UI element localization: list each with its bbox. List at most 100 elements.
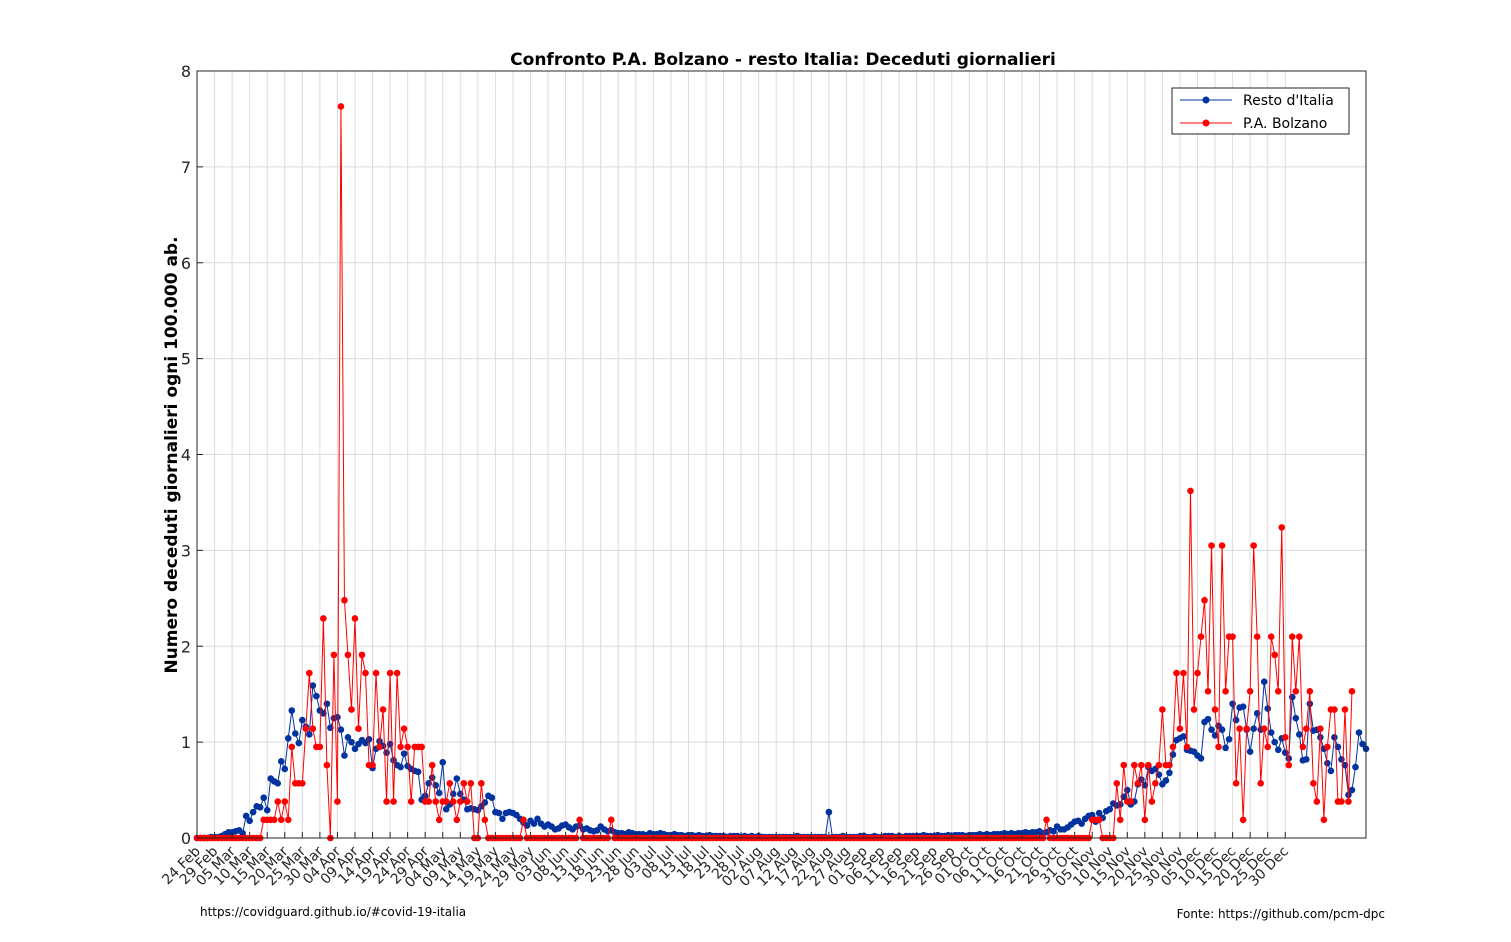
data-point — [1260, 725, 1268, 732]
data-point — [442, 798, 450, 805]
data-point — [456, 798, 464, 805]
data-point — [1145, 761, 1152, 769]
data-point — [1141, 816, 1149, 824]
data-point — [1271, 738, 1279, 746]
data-point — [464, 798, 471, 805]
data-point — [576, 816, 583, 824]
data-point — [499, 815, 506, 823]
legend[interactable]: Resto d'Italia P.A. Bolzano — [1171, 87, 1350, 135]
y-tick-label: 7 — [181, 158, 191, 177]
axes-box — [196, 70, 1367, 839]
data-point — [400, 725, 408, 732]
data-point — [330, 651, 338, 659]
data-point — [1236, 725, 1243, 732]
data-point — [1088, 811, 1096, 819]
data-point — [1324, 743, 1331, 751]
data-point — [453, 775, 461, 782]
data-point — [1215, 743, 1222, 751]
data-point — [1246, 748, 1254, 756]
data-point — [1197, 755, 1205, 762]
data-point — [488, 794, 496, 802]
data-point — [428, 774, 436, 781]
data-point — [348, 738, 355, 746]
data-point — [446, 780, 454, 787]
data-point — [1267, 633, 1275, 640]
data-point — [1260, 678, 1268, 686]
y-tick-label: 4 — [181, 446, 191, 465]
data-point — [1152, 780, 1159, 787]
data-point — [425, 798, 432, 805]
chart-title: Confronto P.A. Bolzano - resto Italia: D… — [510, 50, 1056, 70]
data-point — [379, 706, 387, 713]
data-point — [1162, 777, 1170, 784]
data-point — [495, 809, 503, 817]
data-point — [246, 817, 253, 825]
data-point — [1355, 729, 1363, 736]
data-point — [1116, 816, 1124, 824]
data-point — [1281, 734, 1289, 741]
data-point — [467, 780, 475, 787]
data-point — [1239, 816, 1247, 824]
data-point — [1208, 542, 1215, 549]
data-point — [1313, 798, 1321, 805]
data-point — [393, 669, 401, 677]
data-point — [337, 726, 345, 733]
data-point — [323, 700, 331, 708]
data-point — [288, 707, 296, 714]
data-point — [270, 816, 278, 824]
data-point — [351, 745, 359, 753]
data-point — [453, 816, 461, 824]
data-point — [1127, 798, 1135, 805]
data-point — [407, 798, 415, 805]
data-point — [1078, 820, 1085, 827]
data-point — [239, 829, 246, 837]
data-point — [1352, 763, 1359, 771]
data-point — [309, 682, 317, 689]
data-point — [1274, 746, 1282, 754]
data-point — [1218, 542, 1226, 549]
data-point — [1113, 780, 1121, 787]
data-point — [478, 780, 485, 787]
data-point — [1204, 688, 1212, 695]
data-point — [1180, 669, 1187, 677]
data-point — [284, 816, 292, 824]
data-point — [1225, 735, 1233, 743]
data-point — [1296, 731, 1303, 738]
data-point — [404, 743, 411, 751]
data-point — [309, 725, 317, 732]
y-axis-label: Numero deceduti giornalieri ogni 100.000… — [162, 236, 182, 673]
data-point — [1155, 761, 1163, 769]
data-point — [1278, 524, 1286, 531]
data-point — [1250, 542, 1257, 549]
data-point — [284, 734, 292, 742]
footer-data-source: Fonte: https://github.com/pcm-dpc — [1177, 907, 1385, 921]
data-point — [249, 808, 257, 816]
data-point — [1211, 732, 1219, 739]
data-point — [299, 716, 306, 724]
data-point — [1327, 767, 1335, 775]
data-point — [1232, 780, 1240, 787]
grid — [196, 70, 1366, 839]
data-point — [428, 761, 436, 769]
data-point — [1166, 761, 1173, 769]
data-point — [372, 669, 380, 677]
data-point — [1296, 633, 1303, 640]
data-point — [1106, 805, 1114, 813]
data-point — [1197, 633, 1205, 640]
data-point — [323, 761, 331, 769]
data-point — [365, 735, 373, 743]
data-point — [397, 763, 404, 771]
data-point — [1201, 596, 1208, 604]
data-point — [1285, 761, 1293, 769]
data-point — [1232, 716, 1240, 724]
data-point — [1222, 744, 1229, 752]
data-point — [1229, 700, 1236, 708]
legend-label-bolzano: P.A. Bolzano — [1243, 116, 1327, 132]
data-point — [1134, 780, 1142, 787]
data-point — [442, 805, 450, 813]
data-point — [376, 743, 383, 751]
data-point — [369, 761, 376, 769]
data-point — [1288, 693, 1296, 701]
data-point — [1320, 816, 1328, 824]
